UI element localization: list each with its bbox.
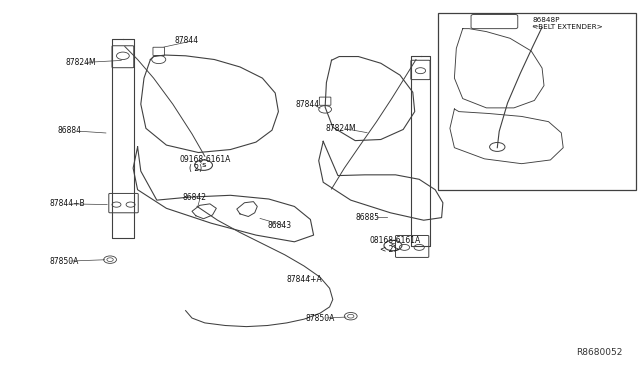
Text: 86884: 86884	[58, 126, 82, 135]
Text: 87850A: 87850A	[306, 314, 335, 323]
Text: 86842: 86842	[182, 193, 206, 202]
Text: R8680052: R8680052	[576, 348, 622, 357]
Text: 86843: 86843	[268, 221, 292, 230]
Text: < 2>: < 2>	[380, 246, 400, 254]
Text: 87844: 87844	[174, 36, 198, 45]
Text: 86848P
<BELT EXTENDER>: 86848P <BELT EXTENDER>	[532, 17, 604, 30]
Text: 09168-6161A: 09168-6161A	[179, 155, 230, 164]
Text: S: S	[390, 243, 396, 248]
Text: ( 2): ( 2)	[189, 164, 203, 173]
Text: 87824M: 87824M	[325, 124, 356, 133]
Bar	[438, 13, 636, 190]
Text: 87844+B: 87844+B	[50, 199, 86, 208]
Text: 87844+A: 87844+A	[287, 275, 323, 284]
Text: 87824M: 87824M	[66, 58, 97, 67]
Text: 87844: 87844	[296, 100, 320, 109]
Text: S: S	[201, 163, 206, 168]
Text: 08168-6161A: 08168-6161A	[370, 236, 421, 245]
Text: 86885: 86885	[356, 213, 380, 222]
Text: 87850A: 87850A	[50, 257, 79, 266]
